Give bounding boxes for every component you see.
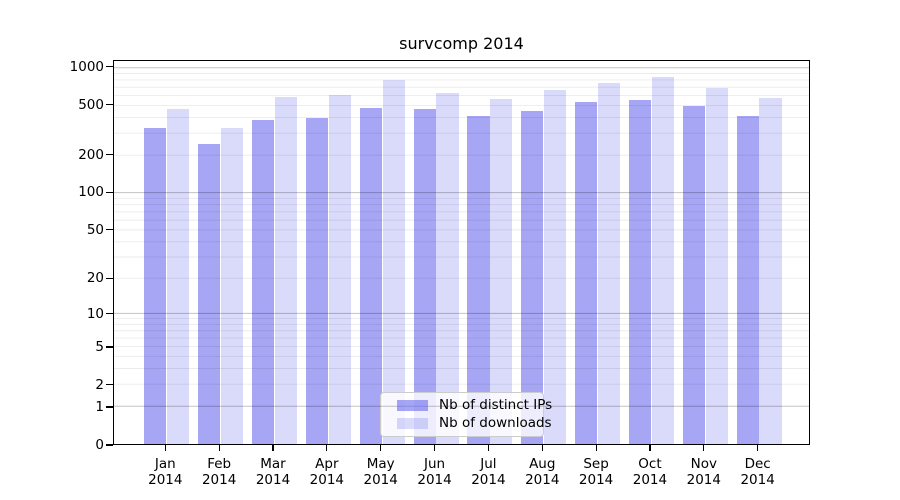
bar-distinct-ips: [413, 108, 436, 444]
x-tick: [272, 445, 274, 451]
x-tick-label: Aug 2014: [525, 456, 560, 488]
bar-distinct-ips: [144, 128, 167, 444]
x-tick: [541, 445, 543, 451]
y-tick-label: 1000: [69, 58, 104, 75]
bar-downloads: [328, 95, 351, 444]
y-tick: [106, 384, 113, 386]
x-tick-label: Apr 2014: [309, 456, 345, 488]
chart-title: survcomp 2014: [399, 34, 524, 53]
legend-swatch-distinct-ips: [397, 399, 428, 411]
bars-layer: [114, 61, 809, 444]
bar-downloads: [651, 76, 674, 444]
y-tick-label: 20: [86, 270, 104, 287]
bar-downloads: [544, 89, 567, 444]
y-tick: [106, 313, 113, 315]
bar-distinct-ips: [198, 143, 221, 444]
bar-distinct-ips: [467, 115, 490, 444]
legend: Nb of distinct IPs Nb of downloads: [380, 392, 552, 437]
x-tick-label: Nov 2014: [686, 456, 721, 488]
x-tick: [703, 445, 705, 451]
y-tick: [106, 346, 113, 348]
y-tick-label: 500: [78, 96, 104, 113]
x-tick: [380, 445, 382, 451]
y-tick: [106, 154, 113, 156]
bar-downloads: [274, 97, 297, 444]
y-tick: [106, 66, 113, 68]
y-tick: [106, 406, 113, 408]
plot-area: Nb of distinct IPs Nb of downloads: [113, 60, 810, 445]
bar-downloads: [436, 93, 459, 444]
y-tick: [106, 104, 113, 106]
bar-downloads: [382, 79, 405, 444]
x-tick-label: Jan 2014: [148, 456, 183, 488]
x-tick: [757, 445, 759, 451]
legend-item: Nb of downloads: [397, 416, 552, 431]
bar-distinct-ips: [575, 102, 598, 444]
y-tick-label: 5: [95, 338, 104, 355]
x-tick-label: Jul 2014: [471, 456, 506, 488]
y-tick-label: 0: [95, 437, 104, 453]
bar-downloads: [759, 97, 782, 444]
x-tick-label: Oct 2014: [632, 456, 668, 488]
legend-item: Nb of distinct IPs: [397, 397, 552, 413]
x-tick: [326, 445, 328, 451]
bar-downloads: [597, 82, 621, 444]
y-axis-labels: 0 1 2 5 10 20 50 100 200 500 1000: [0, 0, 104, 500]
x-tick: [649, 445, 651, 451]
x-tick: [595, 445, 597, 451]
x-tick: [218, 445, 220, 451]
bar-distinct-ips: [305, 117, 329, 444]
y-tick-label: 1: [95, 399, 104, 416]
y-tick: [106, 277, 113, 279]
y-tick: [106, 229, 113, 231]
bar-distinct-ips: [736, 115, 759, 444]
y-tick-label: 100: [78, 184, 104, 201]
x-tick-label: Feb 2014: [201, 456, 237, 488]
x-tick-label: May 2014: [363, 456, 398, 488]
y-tick-label: 200: [78, 146, 104, 163]
legend-label: Nb of downloads: [439, 415, 552, 432]
bar-distinct-ips: [628, 99, 652, 444]
legend-label: Nb of distinct IPs: [439, 396, 553, 413]
x-tick-label: Mar 2014: [255, 456, 291, 488]
y-tick-label: 50: [86, 221, 104, 238]
y-tick: [106, 191, 113, 193]
bar-distinct-ips: [682, 105, 705, 444]
bar-distinct-ips: [359, 107, 382, 444]
bar-downloads: [220, 127, 244, 444]
x-tick: [487, 445, 489, 451]
bar-downloads: [490, 98, 513, 444]
x-tick: [433, 445, 436, 451]
bar-downloads: [167, 108, 190, 444]
legend-swatch-downloads: [397, 418, 428, 430]
bar-distinct-ips: [521, 111, 544, 444]
legend-background: [380, 392, 544, 437]
y-tick-label: 2: [95, 376, 104, 393]
x-tick-label: Jun 2014: [417, 456, 452, 488]
x-tick: [164, 445, 166, 451]
bar-downloads: [705, 87, 728, 444]
bar-distinct-ips: [252, 120, 275, 444]
y-tick: [106, 444, 113, 446]
y-tick-label: 10: [86, 305, 104, 322]
x-tick-label: Dec 2014: [740, 456, 775, 488]
x-tick-label: Sep 2014: [578, 456, 614, 488]
